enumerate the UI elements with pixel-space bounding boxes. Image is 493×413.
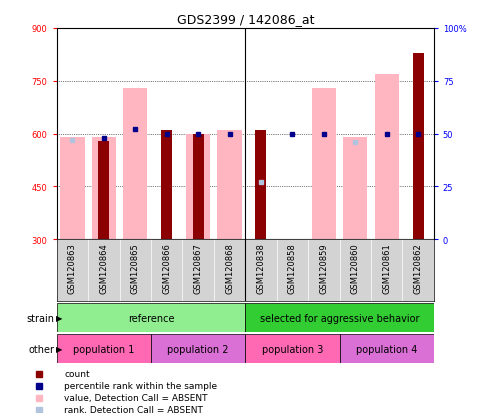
Text: strain: strain	[26, 313, 54, 323]
Bar	[161, 131, 172, 240]
Text: GSM120866: GSM120866	[162, 243, 171, 293]
Bar	[92, 138, 116, 240]
Bar	[123, 89, 147, 240]
Text: rank, Detection Call = ABSENT: rank, Detection Call = ABSENT	[64, 405, 203, 413]
Bar	[413, 54, 423, 240]
Bar	[98, 141, 109, 240]
Text: GSM120861: GSM120861	[382, 243, 391, 293]
Text: population 4: population 4	[356, 344, 418, 354]
Text: ▶: ▶	[56, 344, 63, 354]
Text: GSM120864: GSM120864	[99, 243, 108, 293]
Bar	[57, 335, 151, 363]
Bar	[312, 89, 336, 240]
Bar	[57, 304, 245, 332]
Text: selected for aggressive behavior: selected for aggressive behavior	[260, 313, 420, 323]
Text: GSM120860: GSM120860	[351, 243, 360, 293]
Text: population 1: population 1	[73, 344, 135, 354]
Bar	[245, 335, 340, 363]
Bar	[343, 138, 367, 240]
Title: GDS2399 / 142086_at: GDS2399 / 142086_at	[176, 13, 314, 26]
Text: GSM120838: GSM120838	[256, 243, 266, 293]
Text: GSM120867: GSM120867	[194, 243, 203, 293]
Bar	[375, 75, 399, 240]
Bar	[151, 335, 245, 363]
Text: value, Detection Call = ABSENT: value, Detection Call = ABSENT	[64, 393, 208, 402]
Text: GSM120862: GSM120862	[414, 243, 423, 293]
Text: percentile rank within the sample: percentile rank within the sample	[64, 382, 217, 390]
Text: GSM120865: GSM120865	[131, 243, 140, 293]
Bar	[255, 131, 267, 240]
Text: other: other	[28, 344, 54, 354]
Bar	[193, 134, 204, 240]
Text: GSM120858: GSM120858	[288, 243, 297, 293]
Text: count: count	[64, 370, 90, 379]
Text: ▶: ▶	[56, 313, 63, 323]
Bar	[217, 131, 242, 240]
Text: population 3: population 3	[262, 344, 323, 354]
Text: GSM120859: GSM120859	[319, 243, 328, 293]
Bar	[340, 335, 434, 363]
Bar	[245, 304, 434, 332]
Text: reference: reference	[128, 313, 174, 323]
Bar	[60, 138, 84, 240]
Bar	[186, 134, 210, 240]
Text: GSM120863: GSM120863	[68, 243, 77, 293]
Text: GSM120868: GSM120868	[225, 243, 234, 293]
Text: population 2: population 2	[168, 344, 229, 354]
